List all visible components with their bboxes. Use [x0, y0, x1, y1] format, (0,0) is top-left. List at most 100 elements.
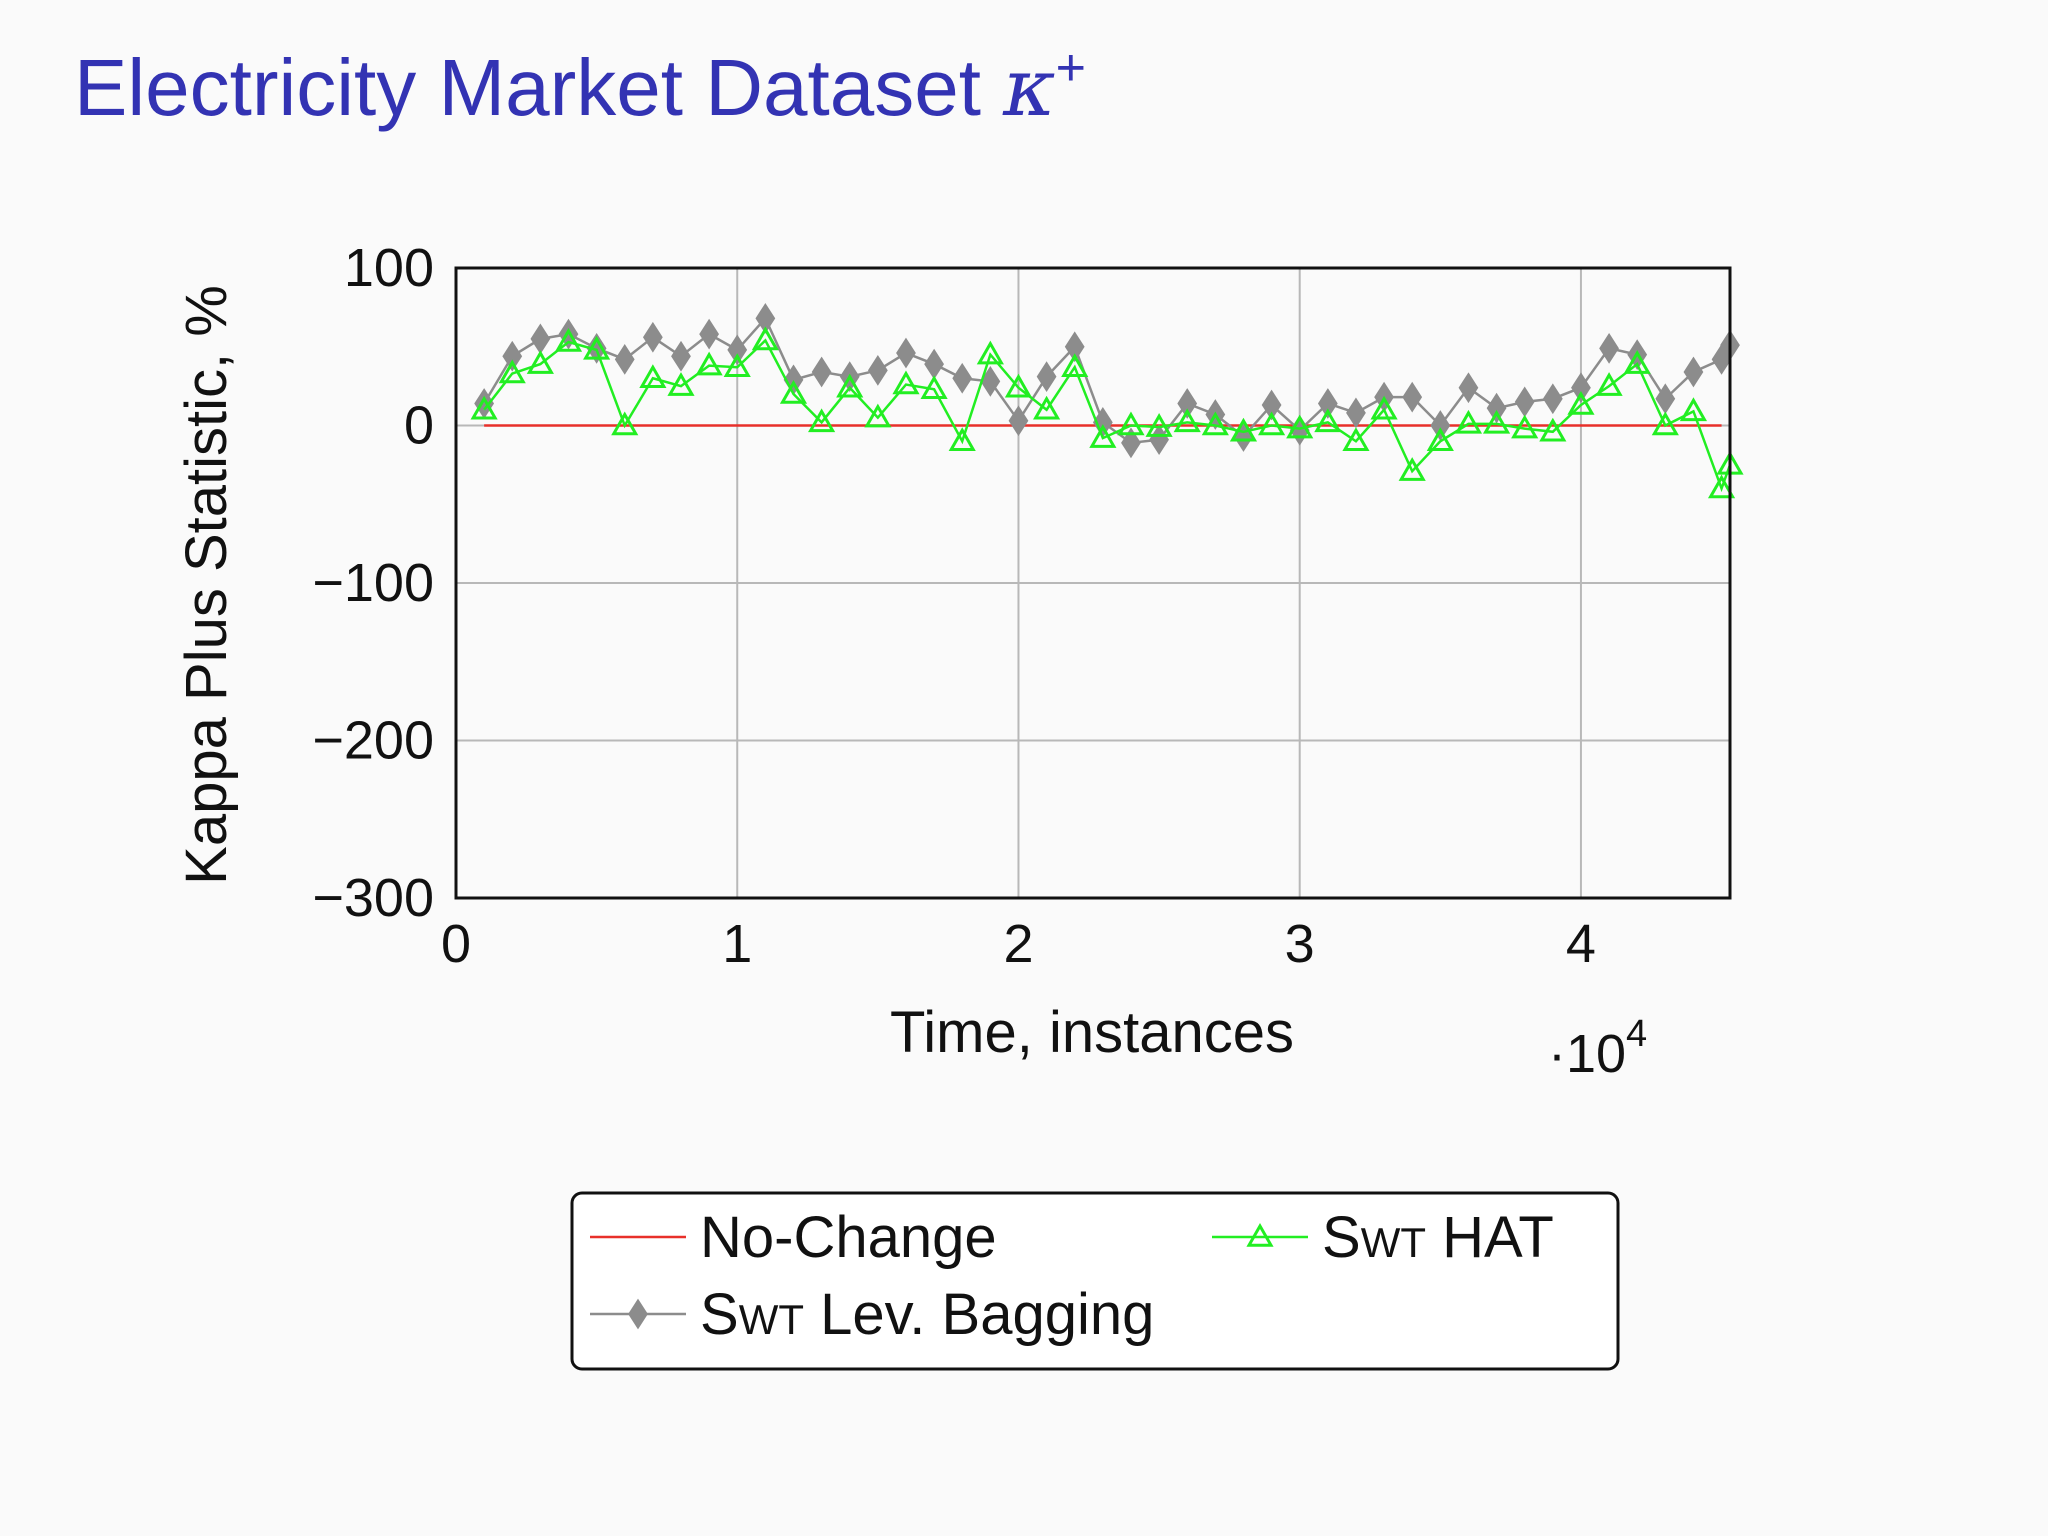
x-axis-multiplier: ·104: [1548, 1013, 1647, 1084]
data-point-swt-lev-bagging: [952, 362, 973, 394]
data-point-swt-hat: [1511, 414, 1539, 439]
data-point-swt-lev-bagging: [1542, 383, 1563, 415]
legend-marker-swt-hat: [1246, 1222, 1274, 1247]
data-point-swt-lev-bagging: [699, 318, 720, 350]
data-point-swt-hat: [667, 372, 695, 396]
data-point-swt-lev-bagging: [1008, 405, 1029, 437]
data-point-swt-hat: [554, 328, 583, 352]
x-axis-label: Time, instances: [890, 1000, 1294, 1065]
tick-labels: 0 1 2 3 4 100 0 −100 −200 −300: [312, 238, 1596, 974]
y-tick-label: −100: [312, 553, 434, 613]
x-tick-label: 4: [1566, 914, 1596, 974]
kappa-symbol: κ: [1003, 41, 1056, 134]
data-point-swt-lev-bagging: [1458, 372, 1479, 404]
slide-title-text: Electricity Market Dataset: [74, 43, 981, 132]
data-point-swt-lev-bagging: [1261, 389, 1282, 421]
legend-label-no-change: No-Change: [700, 1205, 997, 1270]
data-point-swt-hat: [1370, 395, 1398, 420]
legend-frame: [570, 1191, 1620, 1371]
data-point-swt-hat: [611, 411, 639, 436]
data-point-swt-lev-bagging: [1683, 356, 1704, 388]
data-point-swt-hat: [1033, 395, 1061, 420]
data-point-swt-lev-bagging: [586, 332, 607, 364]
data-point-swt-hat: [695, 351, 723, 376]
data-point-swt-hat: [1623, 350, 1651, 374]
data-point-swt-hat: [526, 350, 554, 374]
data-point-swt-hat: [1707, 474, 1736, 499]
data-point-swt-hat: [751, 326, 779, 351]
y-tick-label: −300: [312, 868, 434, 928]
series-layer: [470, 303, 1744, 499]
data-point-swt-lev-bagging: [1346, 397, 1366, 429]
data-point-swt-hat: [1595, 372, 1623, 396]
data-point-swt-lev-bagging: [1402, 381, 1423, 413]
data-point-swt-hat: [1229, 417, 1258, 442]
data-point-swt-hat: [1567, 391, 1595, 415]
data-point-swt-lev-bagging: [1571, 372, 1591, 404]
data-point-swt-lev-bagging: [614, 343, 635, 375]
data-point-swt-hat: [1286, 414, 1314, 439]
data-point-swt-lev-bagging: [1430, 410, 1451, 441]
data-point-swt-lev-bagging: [1036, 361, 1057, 393]
series-line-swt-hat: [483, 338, 1732, 493]
data-point-swt-hat: [1426, 427, 1454, 451]
grid-lines: [455, 267, 1730, 899]
data-point-swt-lev-bagging: [502, 340, 523, 372]
data-point-swt-hat: [1314, 408, 1342, 433]
plot-frame: [454, 266, 1732, 900]
data-point-swt-hat: [1342, 427, 1370, 451]
legend-entry-swt-hat: SWT HAT: [1212, 1205, 1554, 1270]
x-tick-label: 1: [722, 914, 752, 974]
data-point-swt-hat: [1145, 413, 1173, 437]
data-point-swt-hat: [1061, 353, 1089, 377]
x-tick-label: 2: [1003, 914, 1033, 974]
data-point-swt-lev-bagging: [1064, 331, 1085, 363]
y-tick-label: 100: [344, 238, 434, 298]
data-point-swt-lev-bagging: [1177, 388, 1198, 419]
data-point-swt-hat: [1173, 408, 1201, 433]
data-point-swt-hat: [1398, 457, 1426, 481]
data-point-swt-lev-bagging: [1599, 332, 1619, 364]
data-point-swt-hat: [779, 379, 808, 404]
legend-label-swt-hat: SWT HAT: [1322, 1205, 1554, 1270]
data-point-swt-lev-bagging: [1486, 392, 1507, 424]
data-point-swt-lev-bagging: [727, 334, 748, 366]
data-point-swt-lev-bagging: [924, 348, 944, 380]
data-point-swt-hat: [1651, 411, 1679, 436]
data-point-swt-hat: [1539, 417, 1567, 442]
x-axis-multiplier-base: ·10: [1548, 1024, 1626, 1084]
legend-entry-swt-lev-bagging: SWT Lev. Bagging: [590, 1282, 1154, 1347]
data-point-swt-hat: [948, 427, 976, 451]
data-point-swt-hat: [1004, 373, 1033, 398]
data-point-swt-hat: [639, 364, 667, 388]
x-axis-multiplier-exponent: 4: [1626, 1013, 1647, 1055]
data-point-swt-lev-bagging: [867, 354, 888, 386]
data-point-swt-hat: [1089, 424, 1117, 448]
data-point-swt-lev-bagging: [811, 356, 832, 388]
data-point-swt-hat: [723, 353, 751, 377]
x-tick-label: 3: [1285, 914, 1315, 974]
data-point-swt-lev-bagging: [1121, 427, 1141, 459]
legend-entry-no-change: No-Change: [590, 1205, 997, 1270]
kappa-superscript: +: [1055, 39, 1086, 97]
legend-items: No-Change SWT HAT SWT Lev. Bagging: [590, 1205, 1554, 1347]
data-point-swt-hat: [1258, 411, 1286, 436]
data-point-swt-hat: [498, 359, 526, 384]
slide-title: Electricity Market Dataset κ+: [74, 38, 1086, 134]
y-tick-label: −200: [312, 711, 434, 771]
data-point-swt-hat: [470, 395, 498, 420]
data-point-swt-hat: [808, 408, 836, 433]
data-point-swt-hat: [920, 375, 948, 400]
series-swt-hat: [470, 326, 1744, 499]
data-point-swt-hat: [892, 370, 920, 395]
data-point-swt-hat: [1679, 397, 1708, 422]
data-point-swt-hat: [1454, 409, 1483, 434]
data-point-swt-lev-bagging: [530, 323, 551, 355]
data-point-swt-hat: [836, 373, 864, 398]
data-point-swt-lev-bagging: [642, 321, 663, 353]
data-point-swt-lev-bagging: [671, 340, 691, 372]
series-swt-lev-bagging: [474, 303, 1740, 459]
data-point-swt-lev-bagging: [896, 337, 916, 369]
data-point-swt-hat: [1117, 411, 1145, 436]
